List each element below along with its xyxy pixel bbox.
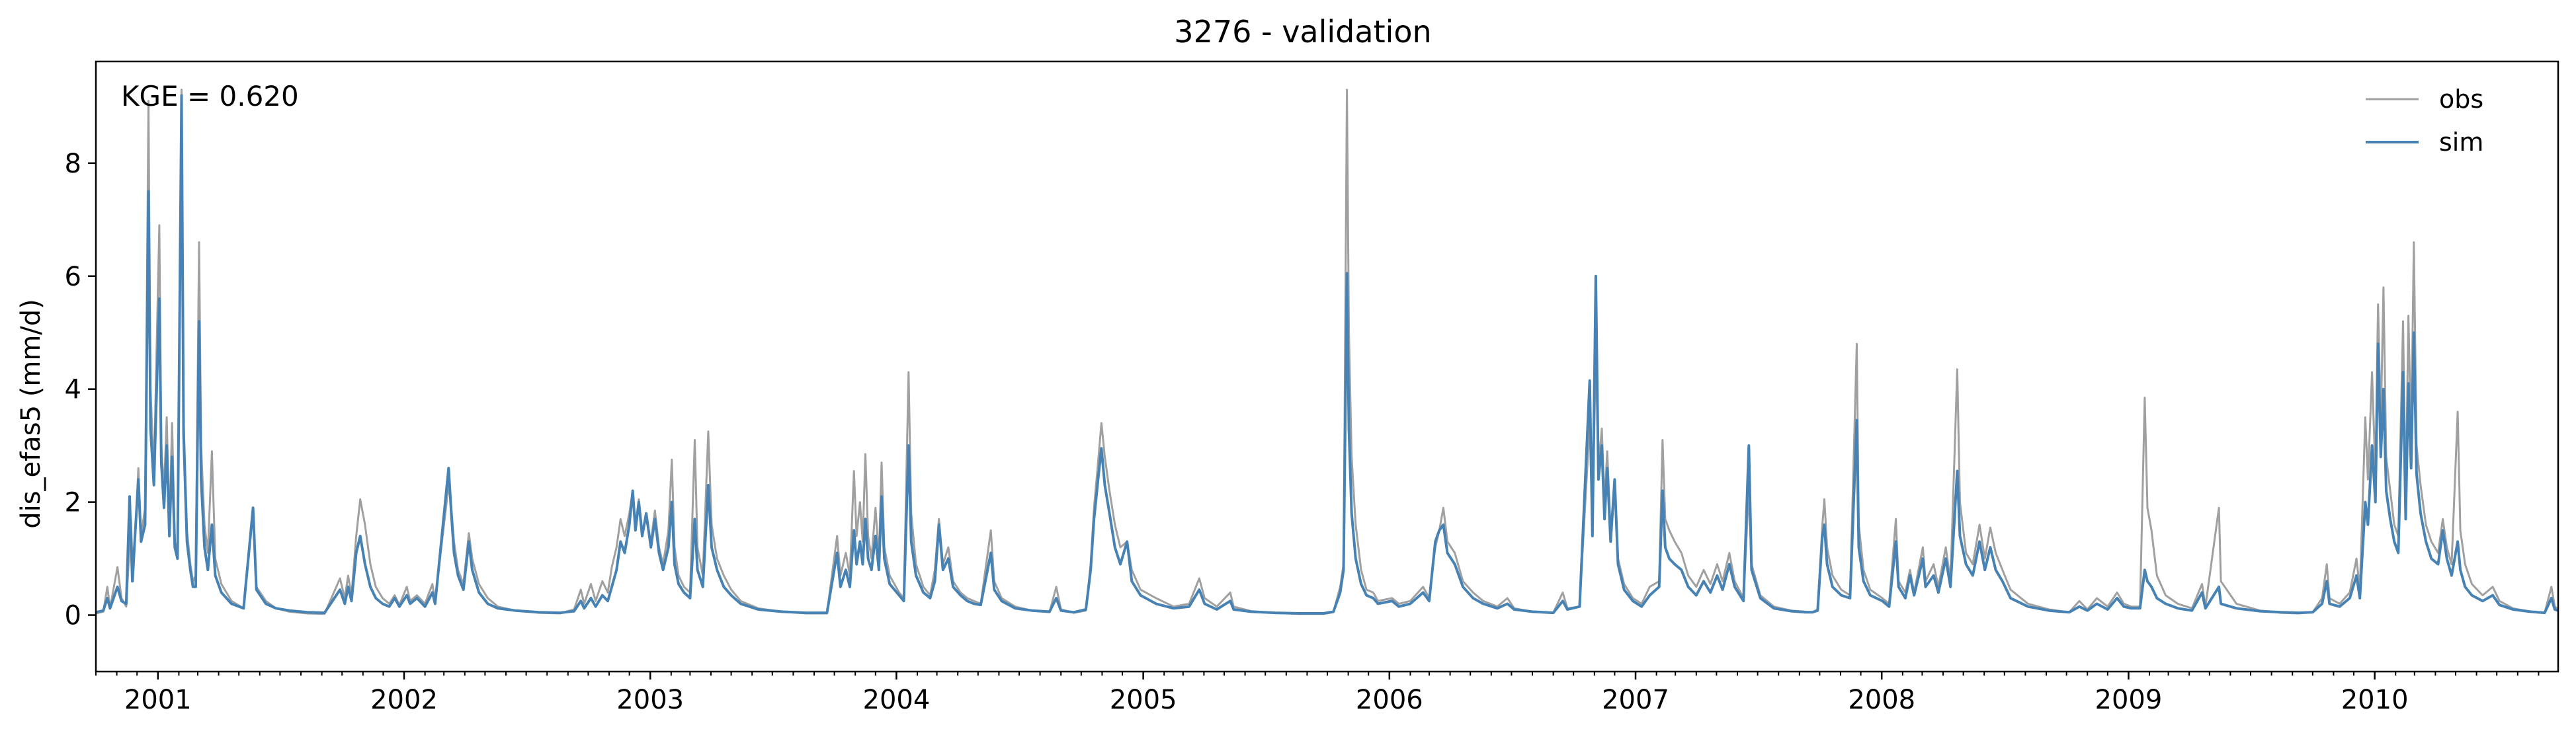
kge-annotation: KGE = 0.620 [121,80,299,112]
x-tick-label: 2009 [2095,685,2163,715]
x-tick-label: 2006 [1356,685,1423,715]
x-tick-label: 2010 [2341,685,2409,715]
series-group [96,89,2558,615]
y-tick-label: 2 [65,488,81,518]
y-axis-label: dis_efas5 (mm/d) [16,299,46,529]
x-tick-label: 2004 [863,685,931,715]
x-tick-label: 2001 [124,685,192,715]
y-tick-label: 6 [65,262,81,292]
series-line-sim [96,94,2558,615]
x-tick-label: 2008 [1848,685,1915,715]
plot-area: 0 2 4 6 8 2001 2002 2003 2004 2005 2006 2007 2008 200… [65,60,2559,715]
x-tick-label: 2007 [1602,685,1669,715]
y-tick-label: 8 [65,149,81,179]
y-tick-label: 4 [65,375,81,405]
legend-label-sim: sim [2439,128,2483,157]
chart-title: 3276 - validation [1174,14,1431,50]
x-tick-label: 2005 [1110,685,1177,715]
x-tick-label: 2003 [616,685,684,715]
y-tick-label: 0 [65,601,81,631]
legend: obs sim [2366,85,2483,157]
legend-label-obs: obs [2439,85,2483,114]
x-tick-label: 2002 [370,685,438,715]
